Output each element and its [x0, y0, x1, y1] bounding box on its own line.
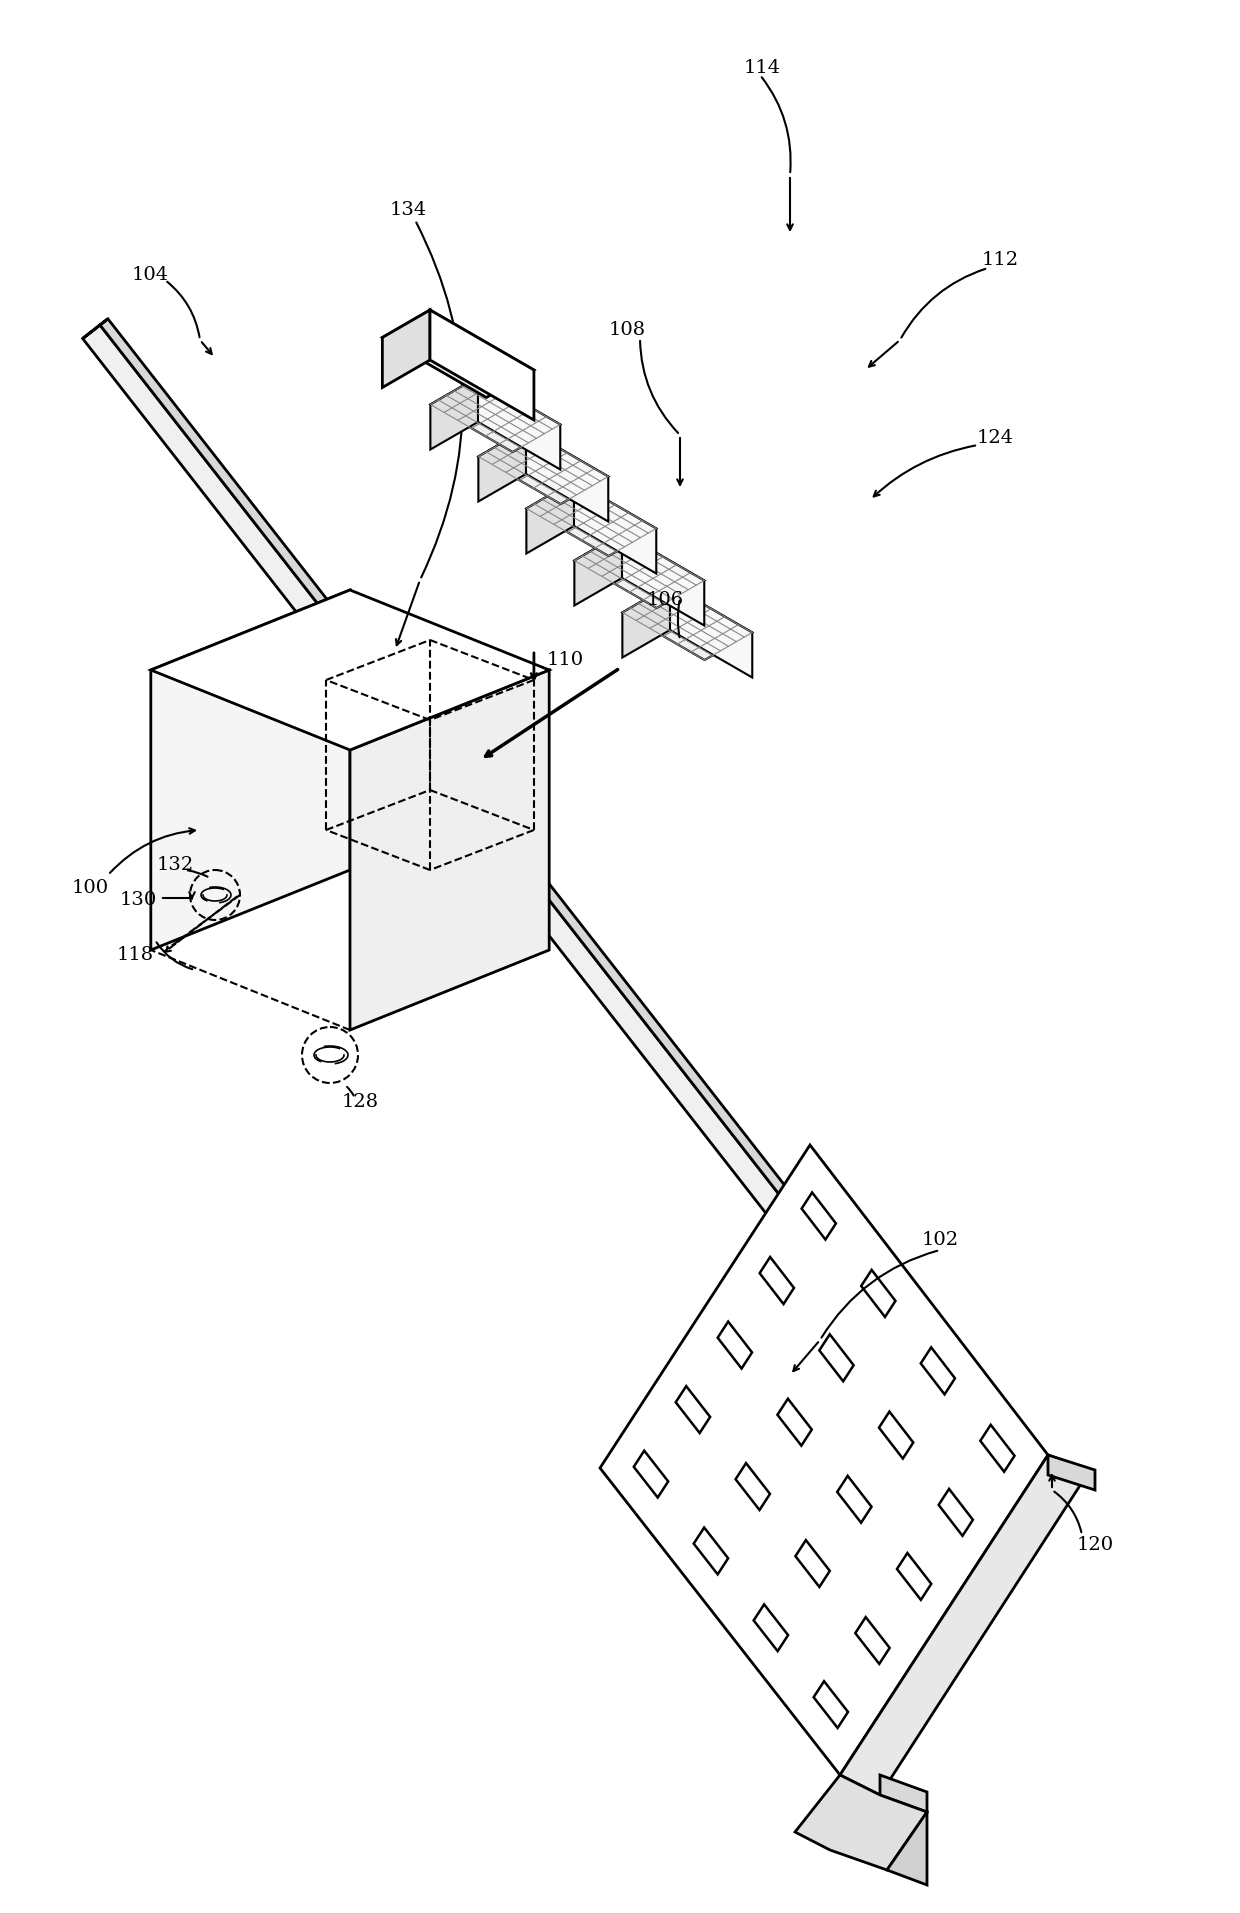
Polygon shape	[622, 585, 753, 660]
Polygon shape	[526, 429, 609, 522]
Polygon shape	[479, 429, 609, 503]
Polygon shape	[574, 480, 656, 574]
Polygon shape	[795, 1775, 928, 1871]
Polygon shape	[622, 534, 704, 626]
Text: 114: 114	[744, 59, 780, 77]
Text: 134: 134	[389, 201, 427, 218]
Text: 120: 120	[1076, 1536, 1114, 1553]
Polygon shape	[430, 377, 560, 451]
Polygon shape	[574, 534, 622, 606]
Polygon shape	[83, 319, 108, 339]
Polygon shape	[479, 429, 526, 501]
Text: 102: 102	[921, 1230, 959, 1249]
Polygon shape	[151, 589, 350, 951]
Polygon shape	[526, 480, 574, 553]
Polygon shape	[526, 480, 656, 557]
Polygon shape	[430, 310, 534, 421]
Polygon shape	[382, 310, 430, 388]
Polygon shape	[574, 534, 704, 608]
Text: 124: 124	[976, 429, 1013, 448]
Text: 104: 104	[131, 266, 169, 283]
Polygon shape	[430, 377, 477, 450]
Polygon shape	[993, 1484, 1018, 1504]
Polygon shape	[600, 1146, 1048, 1775]
Text: 110: 110	[547, 650, 584, 670]
Polygon shape	[350, 670, 549, 1029]
Text: 132: 132	[156, 855, 193, 874]
Polygon shape	[382, 310, 534, 398]
Polygon shape	[83, 325, 1011, 1504]
Polygon shape	[151, 589, 549, 750]
Polygon shape	[622, 585, 670, 658]
Text: 130: 130	[119, 891, 156, 909]
Text: 118: 118	[117, 947, 154, 964]
Text: 100: 100	[72, 878, 109, 897]
Polygon shape	[477, 377, 560, 469]
Polygon shape	[880, 1775, 928, 1812]
Text: 128: 128	[341, 1092, 378, 1111]
Text: 112: 112	[981, 251, 1018, 270]
Text: 106: 106	[646, 591, 683, 608]
Polygon shape	[670, 585, 753, 677]
Polygon shape	[100, 319, 1018, 1490]
Polygon shape	[839, 1456, 1090, 1794]
Text: 108: 108	[609, 321, 646, 339]
Polygon shape	[887, 1812, 928, 1884]
Polygon shape	[1048, 1456, 1095, 1490]
